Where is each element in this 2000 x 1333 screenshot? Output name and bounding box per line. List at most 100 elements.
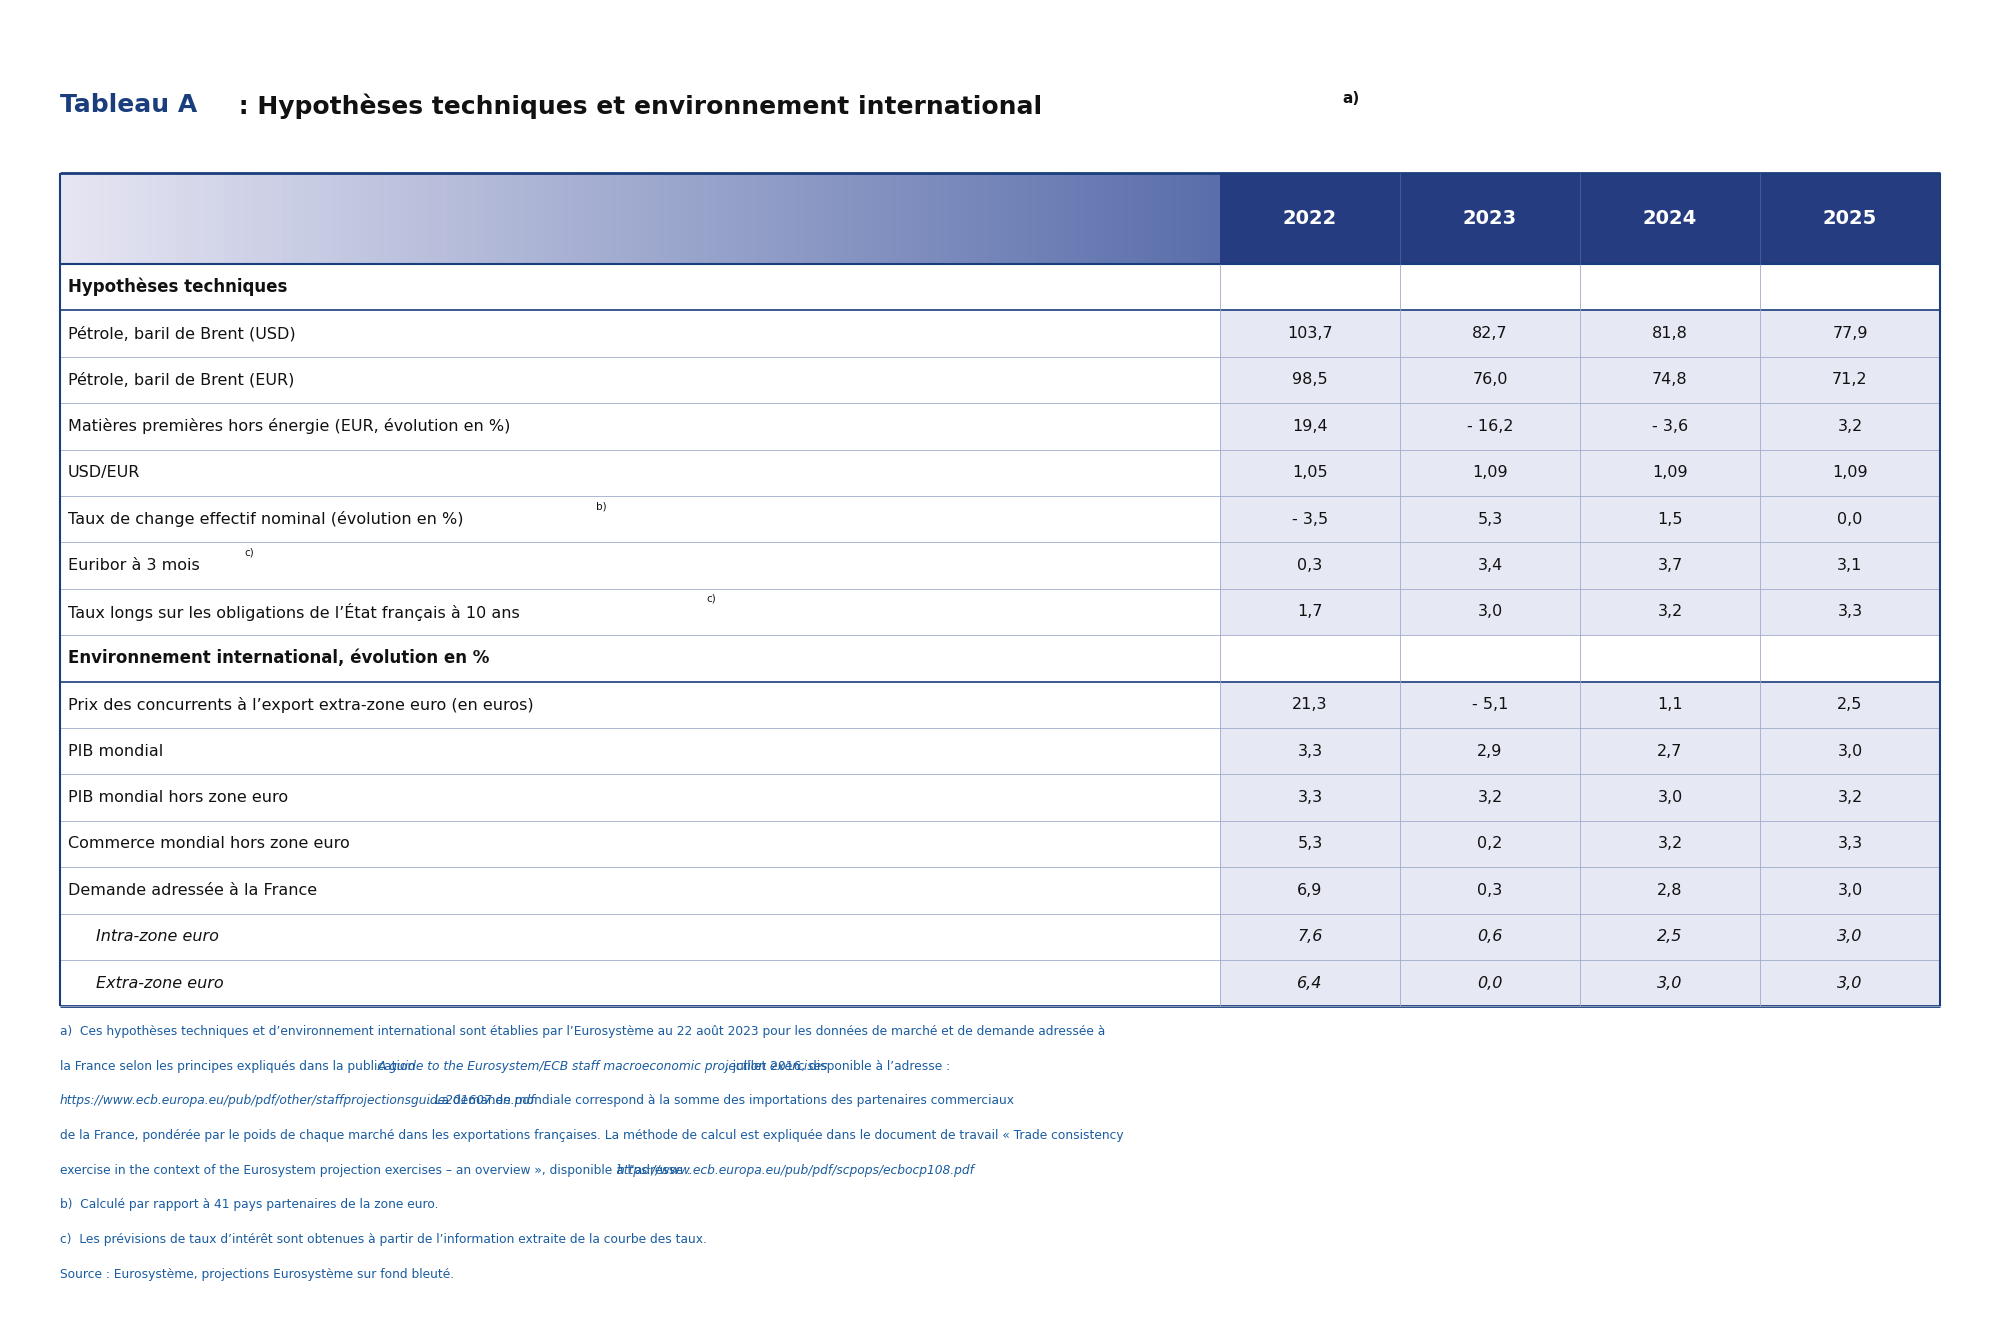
Bar <box>1220 173 1940 264</box>
Bar <box>118 173 128 264</box>
Bar <box>678 173 688 264</box>
Bar <box>688 173 698 264</box>
Bar <box>1220 449 1940 496</box>
Bar <box>60 913 1220 960</box>
Bar <box>244 173 254 264</box>
Text: 1,09: 1,09 <box>1472 465 1508 480</box>
Text: Tableau A: Tableau A <box>60 93 198 117</box>
Text: 0,2: 0,2 <box>1478 837 1502 852</box>
Text: 3,3: 3,3 <box>1838 604 1862 620</box>
Bar <box>978 173 988 264</box>
Bar <box>360 173 370 264</box>
Bar <box>1046 173 1056 264</box>
Text: . La demande mondiale correspond à la somme des importations des partenaires com: . La demande mondiale correspond à la so… <box>428 1094 1014 1108</box>
Bar <box>1026 173 1036 264</box>
Text: b)  Calculé par rapport à 41 pays partenaires de la zone euro.: b) Calculé par rapport à 41 pays partena… <box>60 1198 438 1212</box>
Bar <box>466 173 476 264</box>
Text: 3,0: 3,0 <box>1838 929 1862 944</box>
Bar <box>156 173 166 264</box>
Text: 1,1: 1,1 <box>1658 697 1682 712</box>
Text: exercise in the context of the Eurosystem projection exercises – an overview », : exercise in the context of the Eurosyste… <box>60 1164 694 1177</box>
Text: 3,0: 3,0 <box>1478 604 1502 620</box>
Bar <box>668 173 678 264</box>
Bar <box>1182 173 1192 264</box>
Bar <box>224 173 234 264</box>
Text: 0,0: 0,0 <box>1838 512 1862 527</box>
Text: 1,09: 1,09 <box>1652 465 1688 480</box>
Bar <box>186 173 196 264</box>
Text: Extra-zone euro: Extra-zone euro <box>96 976 224 990</box>
Bar <box>176 173 186 264</box>
Bar <box>418 173 428 264</box>
Bar <box>940 173 950 264</box>
Bar <box>998 173 1008 264</box>
Bar <box>804 173 814 264</box>
Bar <box>708 173 718 264</box>
Text: .: . <box>884 1164 888 1177</box>
Bar <box>1220 681 1940 728</box>
Bar <box>872 173 882 264</box>
Text: Intra-zone euro: Intra-zone euro <box>96 929 218 944</box>
Text: 74,8: 74,8 <box>1652 372 1688 388</box>
Text: Matières premières hors énergie (EUR, évolution en %): Matières premières hors énergie (EUR, év… <box>68 419 510 435</box>
Bar <box>650 173 660 264</box>
Bar <box>930 173 940 264</box>
Bar <box>814 173 824 264</box>
Text: 0,3: 0,3 <box>1298 559 1322 573</box>
Text: 3,2: 3,2 <box>1838 790 1862 805</box>
Bar <box>60 311 1220 357</box>
Bar <box>138 173 148 264</box>
Text: 3,1: 3,1 <box>1838 559 1862 573</box>
Text: 3,2: 3,2 <box>1658 604 1682 620</box>
Bar <box>98 173 108 264</box>
Bar <box>910 173 920 264</box>
Bar <box>1132 173 1142 264</box>
Text: 6,9: 6,9 <box>1298 882 1322 898</box>
Bar <box>776 173 784 264</box>
Text: 98,5: 98,5 <box>1292 372 1328 388</box>
Bar <box>254 173 264 264</box>
Bar <box>1152 173 1162 264</box>
Bar <box>794 173 804 264</box>
Bar <box>60 543 1220 589</box>
Text: 2,5: 2,5 <box>1838 697 1862 712</box>
Text: 2,8: 2,8 <box>1658 882 1682 898</box>
Bar <box>272 173 282 264</box>
Text: 81,8: 81,8 <box>1652 327 1688 341</box>
Bar <box>1084 173 1094 264</box>
Text: 0,3: 0,3 <box>1478 882 1502 898</box>
Text: Euribor à 3 mois: Euribor à 3 mois <box>68 559 200 573</box>
Bar <box>1192 173 1200 264</box>
Text: 3,2: 3,2 <box>1838 419 1862 433</box>
Bar <box>302 173 312 264</box>
Bar <box>1220 543 1940 589</box>
Text: 0,6: 0,6 <box>1478 929 1502 944</box>
Bar <box>892 173 900 264</box>
Bar <box>882 173 892 264</box>
Text: 7,6: 7,6 <box>1298 929 1322 944</box>
Text: c): c) <box>244 548 254 557</box>
Bar <box>1220 357 1940 403</box>
Bar <box>726 173 736 264</box>
Bar <box>544 173 552 264</box>
Bar <box>718 173 726 264</box>
Bar <box>428 173 436 264</box>
Bar <box>476 173 486 264</box>
Text: 3,0: 3,0 <box>1838 882 1862 898</box>
Text: 3,7: 3,7 <box>1658 559 1682 573</box>
Bar <box>60 264 1940 311</box>
Bar <box>1066 173 1076 264</box>
Bar <box>60 636 1940 681</box>
Bar <box>1114 173 1124 264</box>
Bar <box>766 173 776 264</box>
Bar <box>214 173 224 264</box>
Text: 3,0: 3,0 <box>1838 744 1862 758</box>
Bar <box>950 173 958 264</box>
Bar <box>436 173 446 264</box>
Bar <box>148 173 156 264</box>
Text: - 3,5: - 3,5 <box>1292 512 1328 527</box>
Bar <box>824 173 834 264</box>
Text: 21,3: 21,3 <box>1292 697 1328 712</box>
Bar <box>1016 173 1026 264</box>
Text: 3,4: 3,4 <box>1478 559 1502 573</box>
